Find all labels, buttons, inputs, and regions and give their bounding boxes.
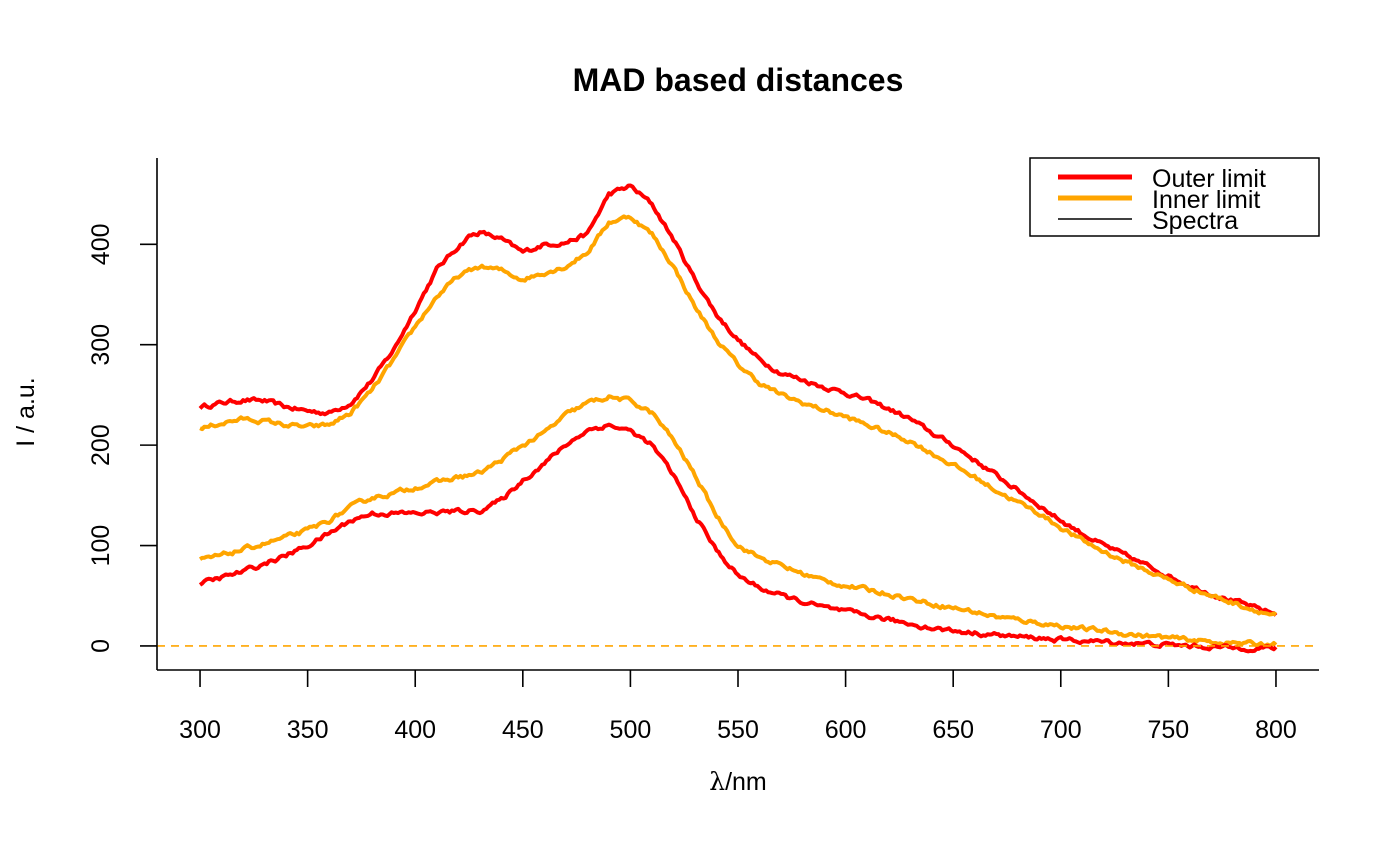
x-tick-label: 300 bbox=[179, 716, 221, 744]
y-tick-label: 0 bbox=[87, 639, 115, 653]
y-tick-label: 300 bbox=[87, 324, 115, 366]
x-tick-label: 600 bbox=[825, 716, 867, 744]
x-tick-label: 750 bbox=[1148, 716, 1190, 744]
y-axis-label: I / a.u. bbox=[12, 377, 40, 446]
x-tick-label: 550 bbox=[717, 716, 759, 744]
x-tick-label: 650 bbox=[932, 716, 974, 744]
x-tick-label: 350 bbox=[287, 716, 329, 744]
x-axis-label-unit: /nm bbox=[725, 768, 767, 796]
y-tick-label: 200 bbox=[87, 424, 115, 466]
series-line-inner-lower bbox=[198, 394, 1278, 648]
legend: Outer limit Inner limit Spectra bbox=[1029, 157, 1320, 237]
x-axis-label-symbol: λ bbox=[709, 767, 725, 796]
series-layer bbox=[198, 183, 1278, 654]
chart-title: MAD based distances bbox=[573, 62, 904, 98]
legend-item-outer: Outer limit bbox=[1058, 165, 1266, 193]
x-tick-label: 400 bbox=[394, 716, 436, 744]
legend-item-inner: Inner limit bbox=[1058, 186, 1260, 214]
x-axis-label: λ/nm bbox=[709, 767, 767, 796]
y-tick-label: 400 bbox=[87, 223, 115, 265]
x-axis: 300 350 400 450 500 550 600 650 700 750 800 bbox=[157, 669, 1319, 744]
x-tick-label: 800 bbox=[1255, 716, 1297, 744]
legend-label-inner: Inner limit bbox=[1152, 186, 1260, 214]
series-line-inner-upper bbox=[199, 214, 1277, 617]
x-tick-label: 500 bbox=[610, 716, 652, 744]
x-tick-label: 700 bbox=[1040, 716, 1082, 744]
x-tick-label: 450 bbox=[502, 716, 544, 744]
legend-item-spectra: Spectra bbox=[1058, 207, 1238, 235]
series-line-outer-upper bbox=[198, 183, 1278, 617]
legend-label-spectra: Spectra bbox=[1152, 207, 1238, 235]
legend-label-outer: Outer limit bbox=[1152, 165, 1266, 193]
series-line-outer-lower bbox=[198, 422, 1278, 654]
y-tick-label: 100 bbox=[87, 525, 115, 567]
y-axis: 0 100 200 300 400 bbox=[87, 158, 158, 670]
